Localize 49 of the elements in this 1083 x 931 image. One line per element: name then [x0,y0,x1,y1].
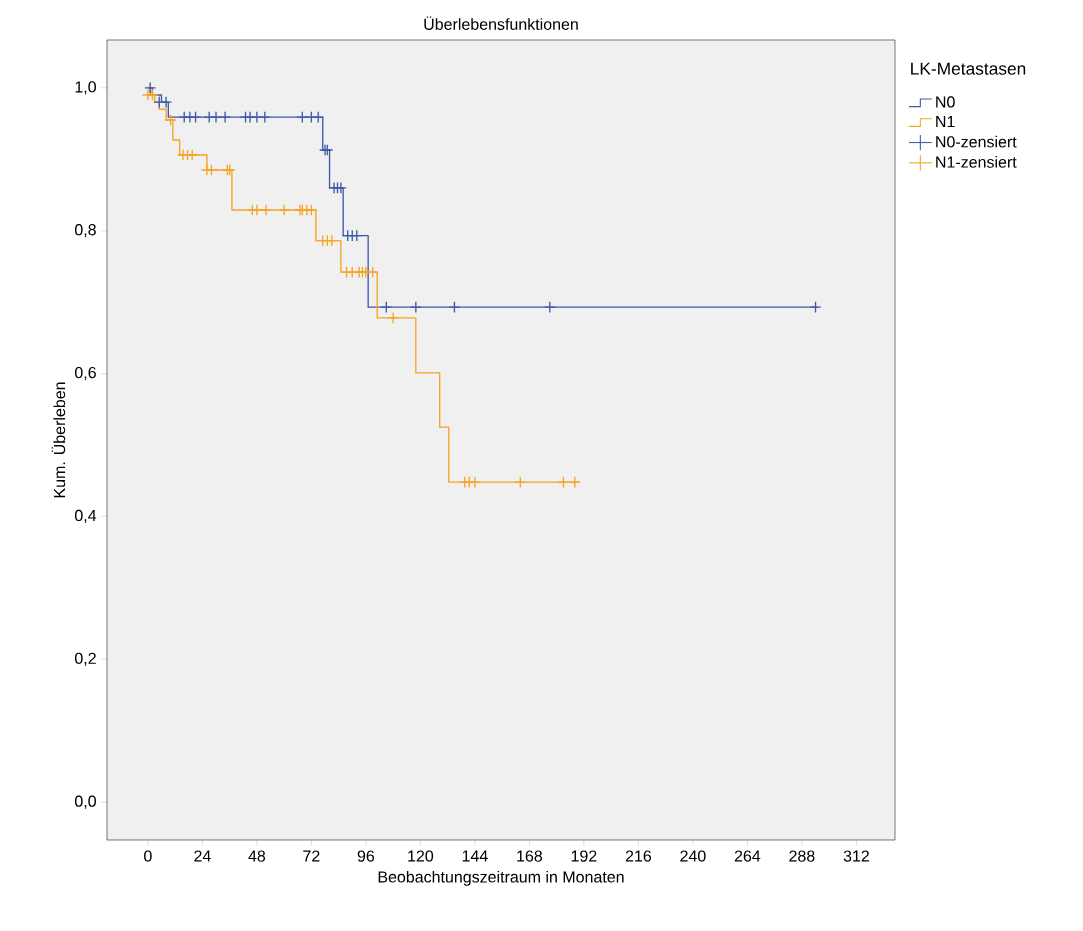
point [543,301,556,314]
point [380,301,393,314]
y-tick-label: 0,8 [74,224,96,238]
point [809,301,822,314]
x-tick-label: 312 [843,850,869,862]
point [219,111,232,124]
point [296,111,309,124]
legend-title: LK-Metastasen [911,62,1026,75]
legend-label: N0-zensiert [936,135,1017,148]
y-tick-label: 0,0 [74,795,96,809]
point [312,111,325,124]
point [409,301,422,314]
point [189,111,202,124]
y-tick-label: 0,2 [74,652,96,666]
x-tick-label: 168 [517,850,543,862]
point [387,311,400,324]
x-tick-label: 264 [734,850,761,862]
y-axis-title: Kum. Überleben [51,382,66,498]
point [258,111,271,124]
point [164,113,177,126]
point [568,476,581,489]
legend-label: N1 [936,116,955,128]
x-tick-label: 48 [248,850,266,862]
legend-label: N1-zensiert [936,156,1017,168]
point [210,111,223,124]
point [325,234,338,247]
point [557,476,570,489]
point [146,88,159,101]
x-tick-label: 24 [194,850,211,862]
point [514,476,527,489]
x-tick-label: 96 [357,850,375,862]
x-tick-label: 192 [571,850,597,862]
x-tick-label: 120 [408,850,434,862]
y-tick-label: 0,4 [74,509,97,524]
point [278,203,291,216]
x-tick-label: 216 [625,850,652,862]
point [448,301,461,314]
x-tick-label: 144 [462,850,488,862]
legend-label: N0 [936,96,955,108]
y-tick-label: 1,0 [75,81,96,95]
x-tick-label: 288 [789,850,815,862]
y-tick-label: 0,6 [74,366,96,381]
chart-title: Überlebensfunktionen [424,16,578,30]
x-axis-title: Beobachtungszeitraum in Monaten [378,870,624,886]
x-tick-label: 72 [303,850,320,862]
point [160,96,173,109]
point [366,266,379,279]
x-tick-label: 240 [680,850,706,862]
x-tick-label: 0 [144,850,152,862]
